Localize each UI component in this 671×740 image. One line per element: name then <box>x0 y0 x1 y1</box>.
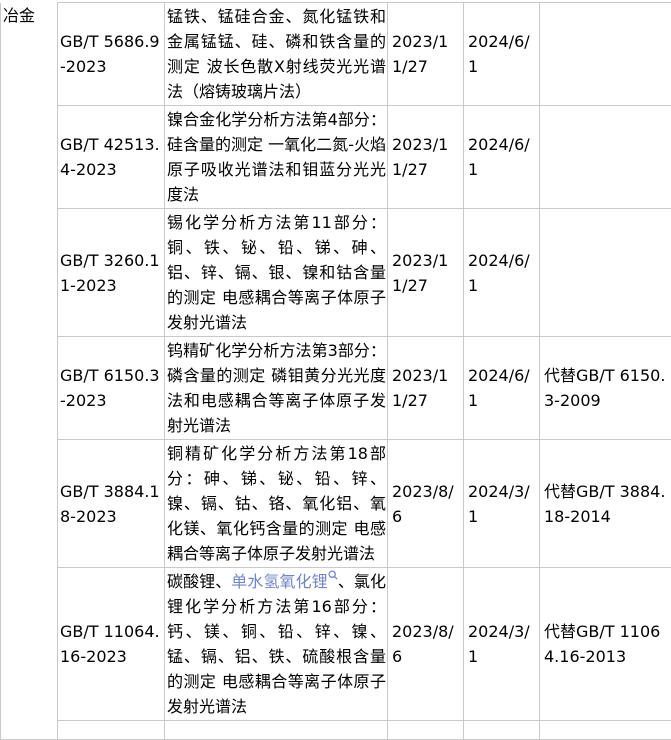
implement-date <box>464 721 540 740</box>
replaced-standard: 代替GB/T 11064.16-2013 <box>540 568 671 721</box>
category-label: 冶金 <box>3 6 35 25</box>
standard-title: 锡化学分析方法第11部分：铜、铁、铋、铅、锑、砷、铝、锌、镉、银、镍和钴含量的测… <box>165 209 388 337</box>
replaced-standard: 代替GB/T 6150.3-2009 <box>540 337 671 440</box>
implement-date: 2024/6/1 <box>464 3 540 106</box>
table-row: GB/T 11064.16-2023 碳酸锂、单水氢氧化锂、氯化锂化学分析方法第… <box>1 568 671 721</box>
standard-number: GB/T 42513.4-2023 <box>58 106 165 209</box>
category-cell: 冶金 <box>1 3 58 740</box>
implement-date: 2024/6/1 <box>464 337 540 440</box>
standard-title: 镍合金化学分析方法第4部分：硅含量的测定 一氧化二氮-火焰原子吸收光谱法和钼蓝分… <box>165 106 388 209</box>
replaced-standard: 代替GB/T 3884.18-2014 <box>540 440 671 568</box>
publish-date: 2023/8/6 <box>388 440 464 568</box>
standard-number: GB/T 3260.11-2023 <box>58 209 165 337</box>
standard-number: GB/T 6150.3-2023 <box>58 337 165 440</box>
table-row: GB/T 6150.3-2023 钨精矿化学分析方法第3部分：磷含量的测定 磷钼… <box>1 337 671 440</box>
implement-date: 2024/3/1 <box>464 568 540 721</box>
standard-title <box>165 721 388 740</box>
replaced-standard <box>540 3 671 106</box>
table-row: 冶金 GB/T 5686.9-2023 锰铁、锰硅合金、氮化锰铁和金属锰锰、硅、… <box>1 3 671 106</box>
table-row-partial <box>1 721 671 740</box>
publish-date: 2023/11/27 <box>388 337 464 440</box>
keyword-link[interactable]: 单水氢氧化锂 <box>231 572 337 591</box>
standard-title-text: 碳酸锂、 <box>167 572 231 591</box>
publish-date: 2023/8/6 <box>388 568 464 721</box>
standard-number: GB/T 3884.18-2023 <box>58 440 165 568</box>
standard-title: 铜精矿化学分析方法第18部分：砷、锑、铋、铅、锌、镍、镉、钴、铬、氧化铝、氧化镁… <box>165 440 388 568</box>
publish-date: 2023/11/27 <box>388 209 464 337</box>
table-row: GB/T 3260.11-2023 锡化学分析方法第11部分：铜、铁、铋、铅、锑… <box>1 209 671 337</box>
standard-title: 锰铁、锰硅合金、氮化锰铁和金属锰锰、硅、磷和铁含量的测定 波长色散X射线荧光光谱… <box>165 3 388 106</box>
table-row: GB/T 3884.18-2023 铜精矿化学分析方法第18部分：砷、锑、铋、铅… <box>1 440 671 568</box>
publish-date <box>388 721 464 740</box>
implement-date: 2024/3/1 <box>464 440 540 568</box>
standard-number <box>58 721 165 740</box>
publish-date: 2023/11/27 <box>388 106 464 209</box>
replaced-standard <box>540 721 671 740</box>
replaced-standard <box>540 209 671 337</box>
implement-date: 2024/6/1 <box>464 106 540 209</box>
standard-number: GB/T 11064.16-2023 <box>58 568 165 721</box>
standard-number: GB/T 5686.9-2023 <box>58 3 165 106</box>
publish-date: 2023/11/27 <box>388 3 464 106</box>
replaced-standard <box>540 106 671 209</box>
implement-date: 2024/6/1 <box>464 209 540 337</box>
standard-title: 钨精矿化学分析方法第3部分：磷含量的测定 磷钼黄分光光度法和电感耦合等离子体原子… <box>165 337 388 440</box>
keyword-link-label: 单水氢氧化锂 <box>231 572 327 591</box>
standard-title-text: 、氯化锂化学分析方法第16部分：钙、镁、铜、铅、锌、镍、锰、镉、铝、铁、硫酸根含… <box>167 572 386 716</box>
search-icon <box>328 570 338 581</box>
table-row: GB/T 42513.4-2023 镍合金化学分析方法第4部分：硅含量的测定 一… <box>1 106 671 209</box>
standard-title: 碳酸锂、单水氢氧化锂、氯化锂化学分析方法第16部分：钙、镁、铜、铅、锌、镍、锰、… <box>165 568 388 721</box>
